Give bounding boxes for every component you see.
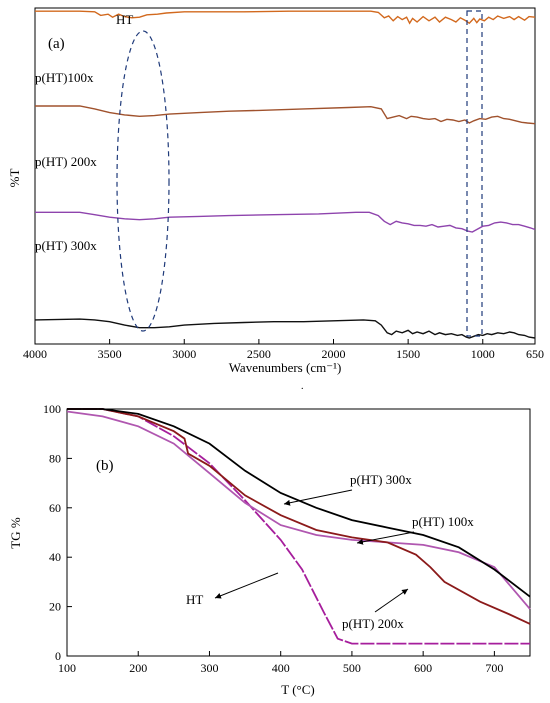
panel-b-x-tick-label: 200: [129, 661, 147, 675]
annotation-pht-200x: p(HT) 200x: [342, 616, 404, 631]
annotation-pht-100x: p(HT) 100x: [412, 514, 474, 529]
panel-b-x-tick-label: 600: [414, 661, 432, 675]
panel-b-x-tick-label: 300: [200, 661, 218, 675]
panel-b-x-tick-label: 700: [485, 661, 503, 675]
panel-b-y-tick-label: 100: [43, 402, 61, 416]
panel-a-frame: [34, 7, 536, 345]
panel-a-label: (a): [48, 36, 65, 52]
panel-a-x-tick-label: 3500: [98, 347, 122, 361]
separator-dot: .: [301, 381, 304, 392]
panel-a-y-axis-label: %T: [7, 169, 22, 188]
panel-b-x-tick-label: 500: [343, 661, 361, 675]
panel-b-label: (b): [96, 458, 114, 474]
tg-line-p-ht-100x: [66, 410, 531, 610]
panel-a-x-tick-label: 3000: [172, 347, 196, 361]
panel-a-x-tick-label: 2500: [247, 347, 271, 361]
tg-line-p-ht-300x: [67, 408, 531, 598]
panel-b-x-tick-label: 400: [272, 661, 290, 675]
panel-b: 100 200 300 400 500 600 700 0 20 40 60 80 100 (b) T …: [8, 402, 531, 697]
cos-region-highlight: [466, 10, 483, 337]
panel-b-series: [66, 408, 531, 645]
tg-line-p-ht-200x: [67, 408, 531, 625]
series-label-pht-300x: p(HT) 300x: [35, 238, 97, 253]
oh-region-highlight: [116, 30, 170, 332]
panel-a-x-tick-label: 1500: [396, 347, 420, 361]
series-label-ht: HT: [116, 12, 133, 27]
panel-a-x-tick-label: 4000: [23, 347, 47, 361]
panel-b-y-axis-label: TG %: [8, 517, 23, 549]
panel-a-x-tick-label: 1000: [471, 347, 495, 361]
panel-a-x-tick-label: 650: [526, 347, 544, 361]
ftir-line-p-ht-100x: [35, 105, 536, 125]
panel-b-y-tick-label: 40: [49, 550, 61, 564]
annotation-arrow-pht-100x: [356, 531, 415, 545]
panel-a: 4000 3500 3000 2500 2000 1500 1000 650 (a) Wave…: [7, 7, 544, 375]
ftir-line-p-ht-200x: [35, 211, 536, 233]
panel-a-series: [34, 10, 536, 339]
panel-b-ticks: 100 200 300 400 500 600 700 0 20 40 60 80 100: [43, 402, 503, 675]
panel-b-x-axis-label: T (°C): [281, 682, 314, 697]
panel-b-x-tick-label: 100: [58, 661, 76, 675]
panel-a-x-tick-label: 2000: [322, 347, 346, 361]
panel-a-x-ticks: 4000 3500 3000 2500 2000 1500 1000 650: [23, 339, 544, 361]
ftir-line-ht: [35, 10, 536, 25]
annotation-arrow-pht-300x: [283, 489, 353, 506]
series-label-pht-100x: p(HT)100x: [35, 70, 94, 85]
panel-b-y-tick-label: 20: [49, 600, 61, 614]
annotation-pht-300x: p(HT) 300x: [350, 472, 412, 487]
panel-b-y-tick-label: 60: [49, 501, 61, 515]
panel-b-y-tick-label: 0: [55, 649, 61, 663]
series-label-pht-200x: p(HT) 200x: [35, 154, 97, 169]
annotation-ht: HT: [186, 592, 203, 607]
annotation-arrow-ht: [214, 572, 279, 599]
annotation-arrow-pht-200x: [374, 588, 409, 613]
panel-b-y-tick-label: 80: [49, 451, 61, 465]
panel-a-x-axis-label: Wavenumbers (cm⁻¹): [229, 360, 342, 375]
tg-line-ht: [67, 408, 530, 645]
panel-b-frame: [66, 408, 531, 657]
ftir-line-p-ht-300x: [34, 318, 536, 339]
